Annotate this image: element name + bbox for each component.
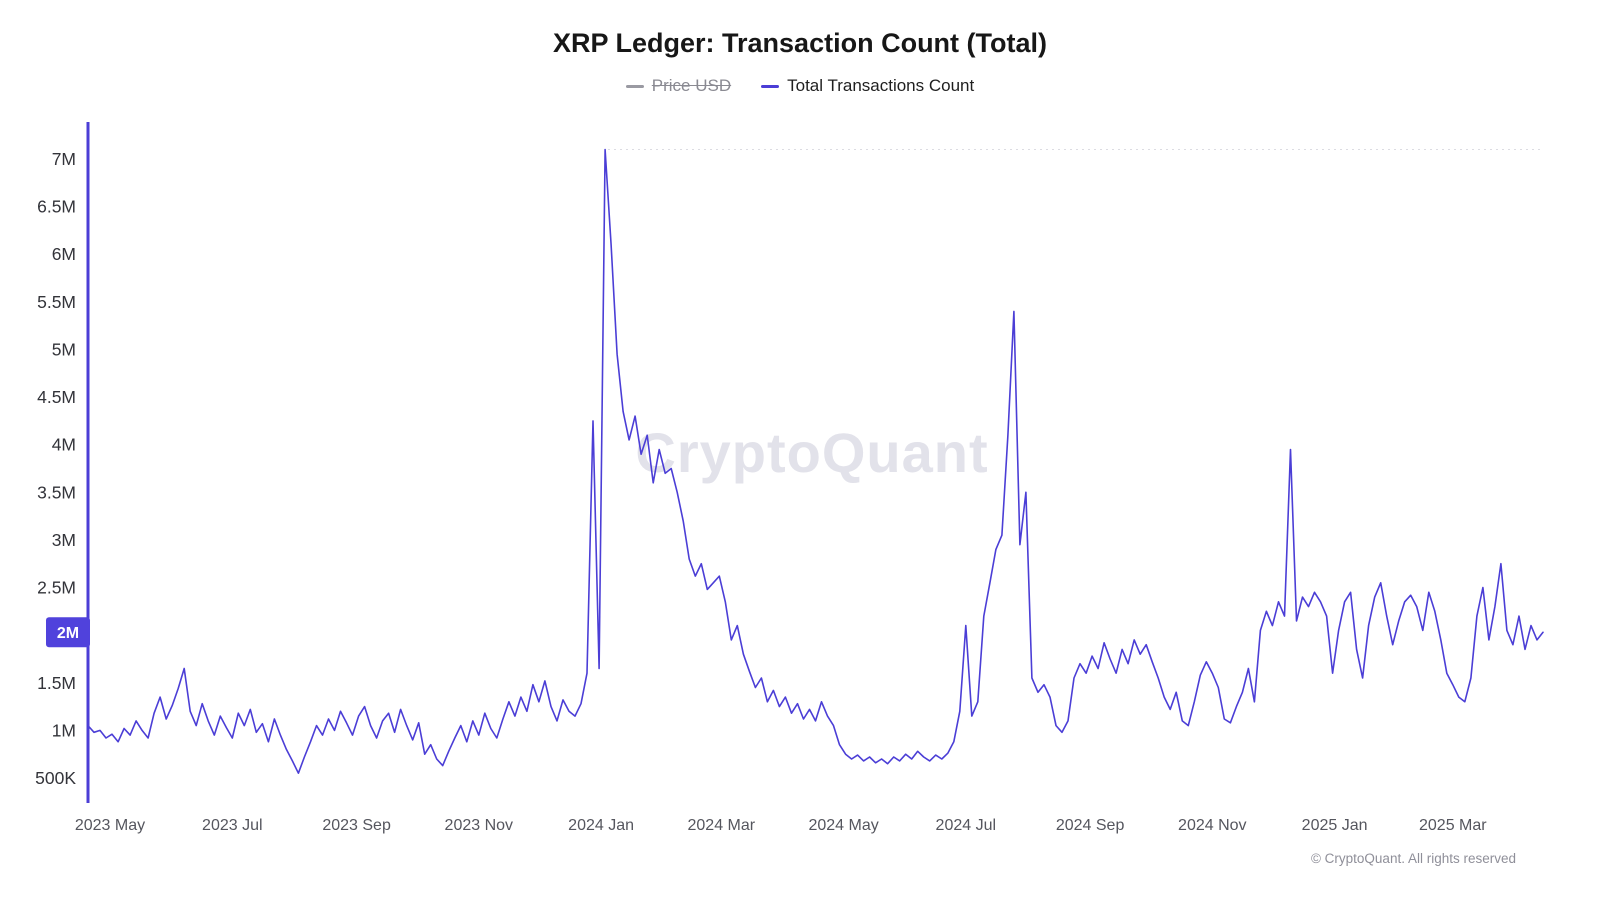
x-axis-tick-labels: 2023 May 2023 Jul 2023 Sep 2023 Nov 2024 Jan… — [75, 817, 1487, 834]
x-axis-tick-label: 2024 May — [808, 817, 878, 834]
total-transactions-series-line — [87, 148, 1544, 775]
x-axis-tick-label: 2023 May — [75, 817, 145, 834]
chart-title: XRP Ledger: Transaction Count (Total) — [552, 28, 1048, 58]
y-axis-tick-label: 3M — [52, 530, 76, 550]
legend: Price USD Total Transactions Count — [0, 76, 1600, 96]
y-axis-tick-label: 2.5M — [37, 578, 76, 598]
y-axis-tick-label: 4.5M — [37, 387, 76, 407]
y-axis-tick-label: 1.5M — [37, 673, 76, 693]
legend-label-price-usd: Price USD — [651, 76, 732, 95]
chart-plot-area[interactable]: CryptoQuant 500K 1M 1.5M 2M 2.5M 3M 3.5M 4M 4.5M… — [0, 80, 1600, 900]
x-axis-tick-label: 2023 Sep — [322, 817, 391, 834]
y-axis-tick-labels: 500K 1M 1.5M 2M 2.5M 3M 3.5M 4M 4.5M 5M 5.5M 6M 6.5M… — [35, 149, 76, 788]
current-value-badge: 2M — [46, 617, 90, 648]
x-axis-tick-label: 2023 Jul — [202, 817, 263, 834]
x-axis-tick-label: 2024 Jan — [568, 817, 634, 834]
legend-item-total-transactions[interactable]: Total Transactions Count — [761, 76, 974, 96]
y-axis-tick-label: 7M — [52, 149, 76, 169]
y-axis-tick-label: 5M — [52, 340, 76, 360]
x-axis-tick-label: 2025 Jan — [1302, 817, 1368, 834]
y-axis-tick-label: 500K — [35, 768, 76, 788]
copyright-footer: © CryptoQuant. All rights reserved — [1310, 851, 1516, 866]
current-value-badge-label: 2M — [57, 625, 79, 642]
y-axis-tick-label: 6.5M — [37, 197, 76, 217]
price-usd-line-swatch — [625, 84, 644, 88]
y-axis-tick-label: 1M — [52, 720, 76, 740]
x-axis-tick-label: 2024 Mar — [688, 817, 756, 834]
x-axis-tick-label: 2025 Mar — [1419, 817, 1487, 834]
y-axis-tick-label: 3.5M — [37, 482, 76, 502]
x-axis-tick-label: 2024 Nov — [1178, 817, 1247, 834]
y-axis-tick-label: 5.5M — [37, 292, 76, 312]
y-axis-tick-label: 6M — [52, 244, 76, 264]
x-axis-tick-label: 2024 Jul — [936, 817, 997, 834]
y-axis-tick-label: 4M — [52, 435, 76, 455]
x-axis-tick-label: 2024 Sep — [1056, 817, 1125, 834]
x-axis-tick-label: 2023 Nov — [445, 817, 514, 834]
watermark: CryptoQuant — [635, 421, 988, 484]
total-transactions-line-swatch — [761, 84, 780, 88]
legend-label-total-transactions: Total Transactions Count — [787, 76, 975, 95]
legend-item-price-usd[interactable]: Price USD — [625, 76, 732, 96]
